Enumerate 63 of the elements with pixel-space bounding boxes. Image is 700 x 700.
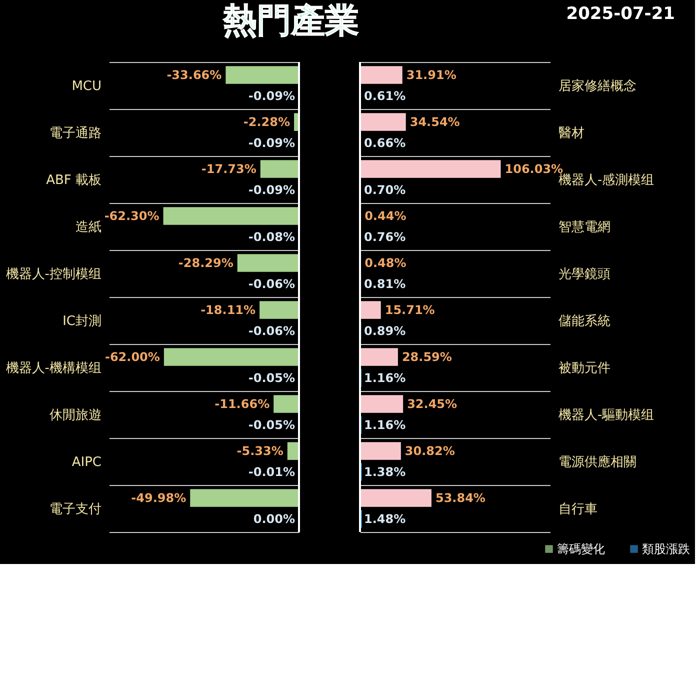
data-label: 0.00%: [253, 512, 295, 526]
data-label: 1.38%: [364, 464, 406, 479]
data-label: -18.11%: [200, 303, 256, 318]
y-tick-label: 機器人-機構模组: [6, 361, 102, 376]
data-label: -0.05%: [248, 418, 295, 432]
data-label: 0.70%: [364, 182, 406, 197]
data-label: 28.59%: [402, 350, 452, 364]
data-label: 0.44%: [364, 209, 406, 224]
data-label: 0.48%: [364, 256, 406, 270]
data-label: -49.98%: [131, 491, 186, 506]
data-label: -0.06%: [248, 324, 295, 338]
data-label: 1.16%: [364, 418, 406, 432]
y-tick-label: 機器人-控制模组: [6, 267, 102, 282]
y-tick-label: 居家修繕概念: [558, 78, 636, 94]
data-label: 0.81%: [364, 276, 406, 291]
data-label: 15.71%: [384, 303, 435, 318]
data-label: -5.33%: [236, 444, 284, 458]
data-label: 30.82%: [404, 444, 455, 458]
data-label: -62.00%: [104, 350, 160, 364]
y-tick-label: 智慧電網: [558, 220, 610, 235]
data-label: -33.66%: [166, 68, 222, 82]
data-label: -0.05%: [248, 370, 295, 385]
data-label: 0.89%: [364, 324, 406, 338]
text: 2025-07-21: [566, 4, 675, 24]
data-label: 31.91%: [406, 68, 456, 82]
data-label: -0.09%: [248, 136, 295, 150]
data-label: 53.84%: [435, 491, 486, 506]
data-label: 1.48%: [364, 512, 406, 526]
data-label: -0.09%: [248, 88, 295, 103]
data-label: 34.54%: [410, 115, 460, 130]
data-label: 0.76%: [364, 230, 406, 244]
data-label: 0.66%: [364, 136, 406, 150]
y-tick-label: 自行車: [558, 502, 598, 517]
chart-title: 熱門產業: [222, 1, 359, 41]
y-tick-label: 機器人-驅動模组: [558, 408, 654, 423]
data-label: -2.28%: [243, 115, 290, 130]
y-tick-label: 被動元件: [558, 361, 610, 376]
y-tick-label: 電源供應相關: [558, 455, 636, 470]
y-tick-label: 儲能系統: [558, 314, 610, 329]
y-tick-label: 光學鏡頭: [558, 267, 610, 282]
y-tick-label: 醫材: [558, 126, 584, 141]
data-label: 1.16%: [364, 370, 406, 385]
y-tick-label: 休閒旅遊: [50, 408, 102, 423]
data-label: 32.45%: [407, 397, 458, 412]
data-label: -0.08%: [248, 230, 295, 244]
data-label: -0.01%: [248, 464, 295, 479]
y-tick-label: ABF 載板: [46, 173, 102, 188]
y-tick-label: 造紙: [76, 220, 102, 235]
y-tick-label: MCU: [72, 79, 102, 94]
data-label: -11.66%: [214, 397, 270, 412]
y-tick-label: IC封測: [62, 314, 102, 329]
data-label: 0.61%: [364, 88, 406, 103]
data-label: -62.30%: [104, 209, 160, 224]
data-label: -28.29%: [178, 256, 234, 270]
data-label: -17.73%: [201, 162, 256, 176]
y-tick-label: 機器人-感測模组: [558, 173, 654, 188]
y-tick-label: AIPC: [72, 455, 102, 470]
y-tick-label: 電子支付: [50, 502, 102, 517]
legend-label: 類股漲跌: [642, 542, 690, 556]
y-tick-label: 電子通路: [50, 126, 102, 141]
data-label: -0.09%: [248, 182, 295, 197]
data-label: -0.06%: [248, 276, 295, 291]
legend-label: 籌碼變化: [557, 542, 605, 556]
